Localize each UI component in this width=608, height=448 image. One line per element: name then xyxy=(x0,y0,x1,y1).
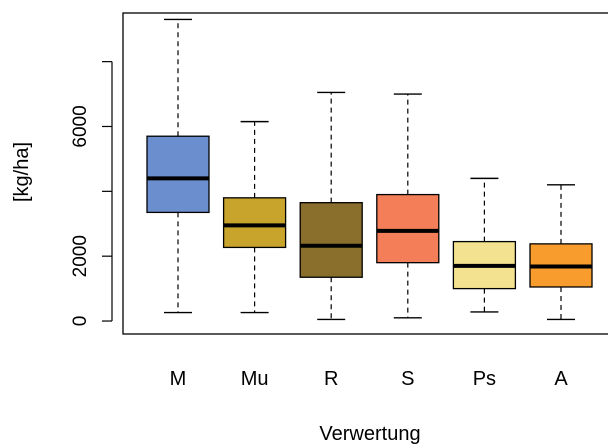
box-mu xyxy=(222,120,287,314)
box-rect-m xyxy=(146,135,210,214)
chart-marks xyxy=(146,18,593,321)
y-tick-label-6000: 6000 xyxy=(70,105,91,147)
box-r xyxy=(299,91,363,321)
x-tick-label-m: M xyxy=(170,368,187,390)
x-axis: M Mu R S Ps A xyxy=(170,368,569,390)
x-axis-label: Verwertung xyxy=(319,423,420,445)
plot-frame xyxy=(122,12,608,335)
y-axis-label: [kg/ha] xyxy=(11,142,33,202)
box-rect-mu xyxy=(222,197,287,249)
y-tick-label-0: 0 xyxy=(70,316,91,327)
box-a xyxy=(529,184,593,321)
x-tick-label-a: A xyxy=(554,368,568,390)
box-s xyxy=(376,93,440,319)
box-ps xyxy=(452,177,517,313)
y-axis: 0 2000 6000 xyxy=(70,61,113,327)
y-tick-label-2000: 2000 xyxy=(70,235,91,277)
box-m xyxy=(146,18,210,314)
box-rect-r xyxy=(299,202,363,278)
x-tick-label-ps: Ps xyxy=(473,368,496,390)
x-tick-label-r: R xyxy=(324,368,338,390)
box-rect-s xyxy=(376,193,440,264)
x-tick-label-s: S xyxy=(401,368,414,390)
x-tick-label-mu: Mu xyxy=(241,368,269,390)
